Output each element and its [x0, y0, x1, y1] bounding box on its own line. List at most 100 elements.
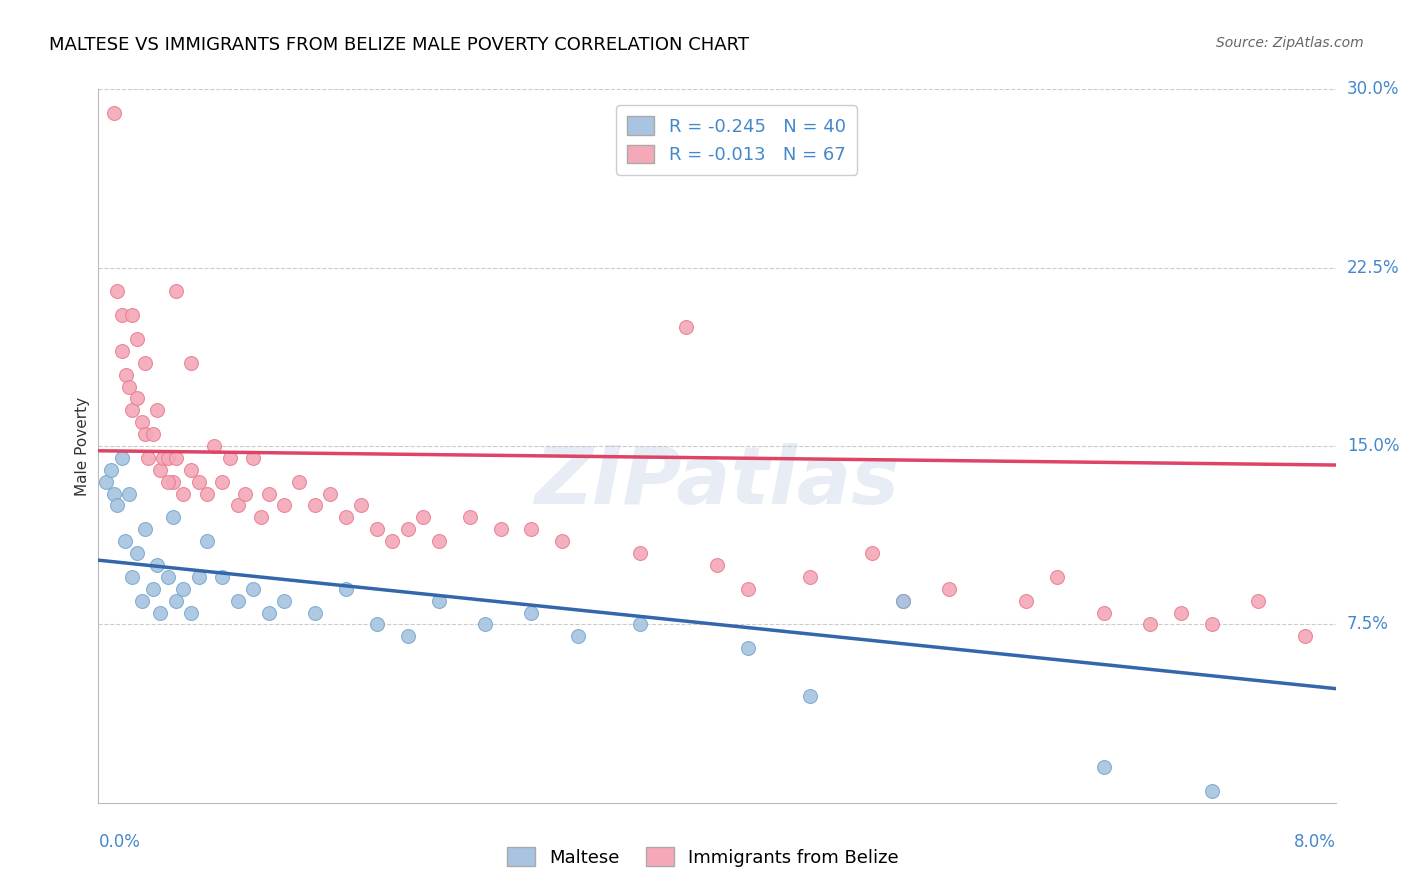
Point	[226, 499, 249, 513]
Point	[1046, 570, 1069, 584]
Point	[131, 415, 153, 429]
Point	[127, 392, 149, 406]
Point	[567, 629, 589, 643]
Point	[891, 593, 914, 607]
Point	[628, 546, 651, 560]
Point	[737, 582, 759, 596]
Point	[121, 570, 143, 584]
Text: 22.5%: 22.5%	[1347, 259, 1399, 277]
Point	[111, 450, 132, 465]
Point	[219, 450, 242, 465]
Point	[105, 285, 128, 299]
Point	[127, 546, 149, 560]
Point	[121, 308, 143, 322]
Point	[152, 450, 174, 465]
Point	[1201, 784, 1223, 798]
Point	[381, 534, 404, 549]
Text: 8.0%: 8.0%	[1294, 833, 1336, 851]
Text: Source: ZipAtlas.com: Source: ZipAtlas.com	[1216, 36, 1364, 50]
Point	[149, 463, 172, 477]
Point	[127, 332, 149, 346]
Point	[211, 475, 233, 489]
Point	[250, 510, 273, 524]
Point	[938, 582, 960, 596]
Point	[165, 593, 187, 607]
Y-axis label: Male Poverty: Male Poverty	[75, 396, 90, 496]
Point	[860, 546, 883, 560]
Point	[427, 534, 450, 549]
Legend: R = -0.245   N = 40, R = -0.013   N = 67: R = -0.245 N = 40, R = -0.013 N = 67	[616, 105, 856, 175]
Text: 15.0%: 15.0%	[1347, 437, 1399, 455]
Point	[114, 534, 136, 549]
Text: 0.0%: 0.0%	[98, 833, 141, 851]
Point	[118, 486, 141, 500]
Point	[96, 475, 118, 489]
Point	[180, 356, 202, 370]
Point	[520, 606, 543, 620]
Point	[412, 510, 434, 524]
Point	[165, 450, 187, 465]
Point	[366, 617, 388, 632]
Point	[335, 510, 357, 524]
Point	[162, 475, 184, 489]
Point	[335, 582, 357, 596]
Point	[304, 499, 326, 513]
Point	[204, 439, 226, 453]
Point	[136, 450, 159, 465]
Point	[458, 510, 481, 524]
Point	[1092, 606, 1115, 620]
Point	[427, 593, 450, 607]
Point	[520, 522, 543, 536]
Point	[118, 379, 141, 393]
Point	[103, 486, 125, 500]
Point	[273, 593, 295, 607]
Point	[474, 617, 496, 632]
Point	[180, 463, 202, 477]
Point	[737, 641, 759, 656]
Point	[146, 558, 169, 572]
Point	[172, 486, 194, 500]
Text: ZIPatlas: ZIPatlas	[534, 442, 900, 521]
Point	[172, 582, 194, 596]
Point	[134, 356, 156, 370]
Point	[180, 606, 202, 620]
Point	[1247, 593, 1270, 607]
Point	[1170, 606, 1192, 620]
Point	[195, 486, 218, 500]
Point	[188, 475, 211, 489]
Point	[226, 593, 249, 607]
Point	[489, 522, 512, 536]
Point	[195, 534, 218, 549]
Point	[1015, 593, 1038, 607]
Point	[628, 617, 651, 632]
Point	[1201, 617, 1223, 632]
Point	[149, 606, 172, 620]
Text: 7.5%: 7.5%	[1347, 615, 1389, 633]
Point	[273, 499, 295, 513]
Point	[115, 368, 138, 382]
Point	[1139, 617, 1161, 632]
Text: 30.0%: 30.0%	[1347, 80, 1399, 98]
Point	[350, 499, 373, 513]
Point	[134, 427, 156, 442]
Point	[157, 570, 180, 584]
Point	[157, 475, 180, 489]
Point	[366, 522, 388, 536]
Point	[188, 570, 211, 584]
Point	[111, 308, 132, 322]
Point	[242, 450, 264, 465]
Point	[551, 534, 574, 549]
Point	[891, 593, 914, 607]
Point	[319, 486, 342, 500]
Point	[706, 558, 728, 572]
Point	[304, 606, 326, 620]
Point	[257, 486, 280, 500]
Text: MALTESE VS IMMIGRANTS FROM BELIZE MALE POVERTY CORRELATION CHART: MALTESE VS IMMIGRANTS FROM BELIZE MALE P…	[49, 36, 749, 54]
Point	[396, 629, 419, 643]
Point	[799, 689, 821, 703]
Point	[165, 285, 187, 299]
Point	[288, 475, 311, 489]
Point	[675, 320, 697, 334]
Point	[233, 486, 257, 500]
Point	[162, 510, 184, 524]
